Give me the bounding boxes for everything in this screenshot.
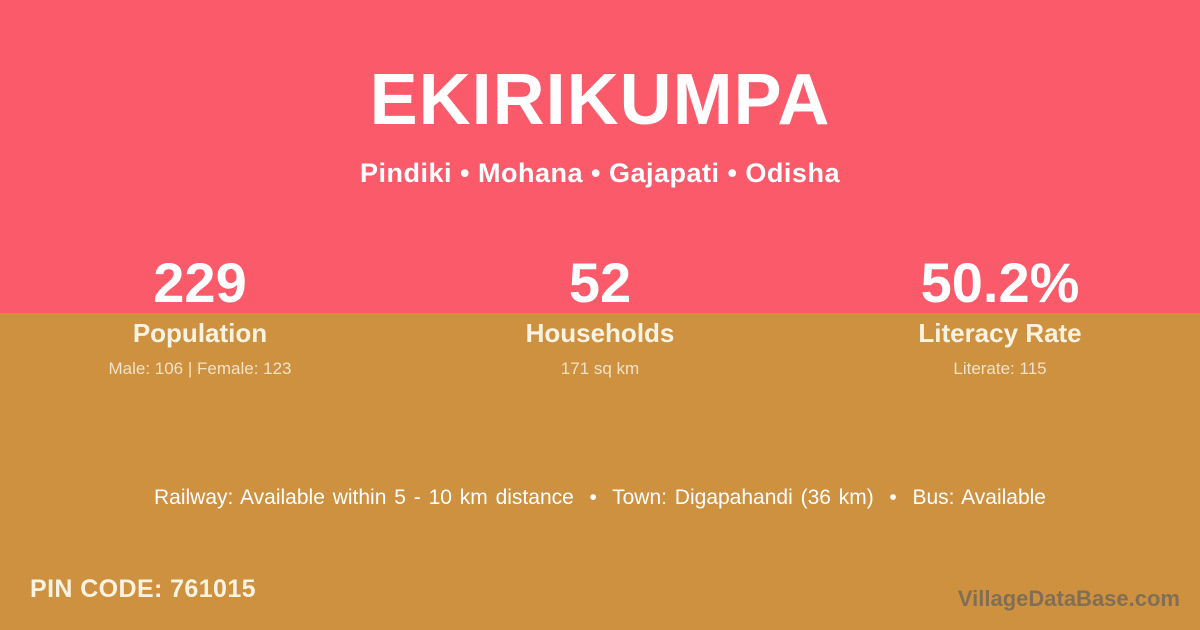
stats-values-row: 229 52 50.2%	[0, 255, 1200, 311]
stat-households-value-col: 52	[400, 255, 800, 311]
stats-labels-row: Population Male: 106 | Female: 123 House…	[0, 313, 1200, 379]
literacy-rate-detail: Literate: 115	[953, 358, 1047, 378]
stat-population-label-col: Population Male: 106 | Female: 123	[0, 318, 400, 379]
literacy-rate-value: 50.2%	[920, 251, 1080, 314]
households-detail: 171 sq km	[560, 358, 640, 378]
village-title: EKIRIKUMPA	[369, 60, 831, 140]
stat-literacy-label-col: Literacy Rate Literate: 115	[800, 318, 1200, 379]
literacy-rate-label: Literacy Rate	[918, 318, 1082, 348]
hero-banner: EKIRIKUMPA Pindiki • Mohana • Gajapati •…	[0, 0, 1200, 313]
site-watermark: VillageDataBase.com	[957, 586, 1180, 611]
transport-info-line: Railway: Available within 5 - 10 km dist…	[154, 486, 1046, 509]
population-detail: Male: 106 | Female: 123	[108, 358, 292, 378]
households-value: 52	[568, 251, 632, 314]
pin-code-label: PIN CODE: 761015	[30, 575, 256, 603]
population-label: Population	[132, 318, 268, 348]
location-breadcrumb: Pindiki • Mohana • Gajapati • Odisha	[360, 158, 840, 188]
households-label: Households	[525, 318, 675, 348]
details-section: Population Male: 106 | Female: 123 House…	[0, 313, 1200, 630]
stat-literacy-value-col: 50.2%	[800, 255, 1200, 311]
stat-population-value-col: 229	[0, 255, 400, 311]
population-value: 229	[153, 251, 247, 314]
stat-households-label-col: Households 171 sq km	[400, 318, 800, 379]
